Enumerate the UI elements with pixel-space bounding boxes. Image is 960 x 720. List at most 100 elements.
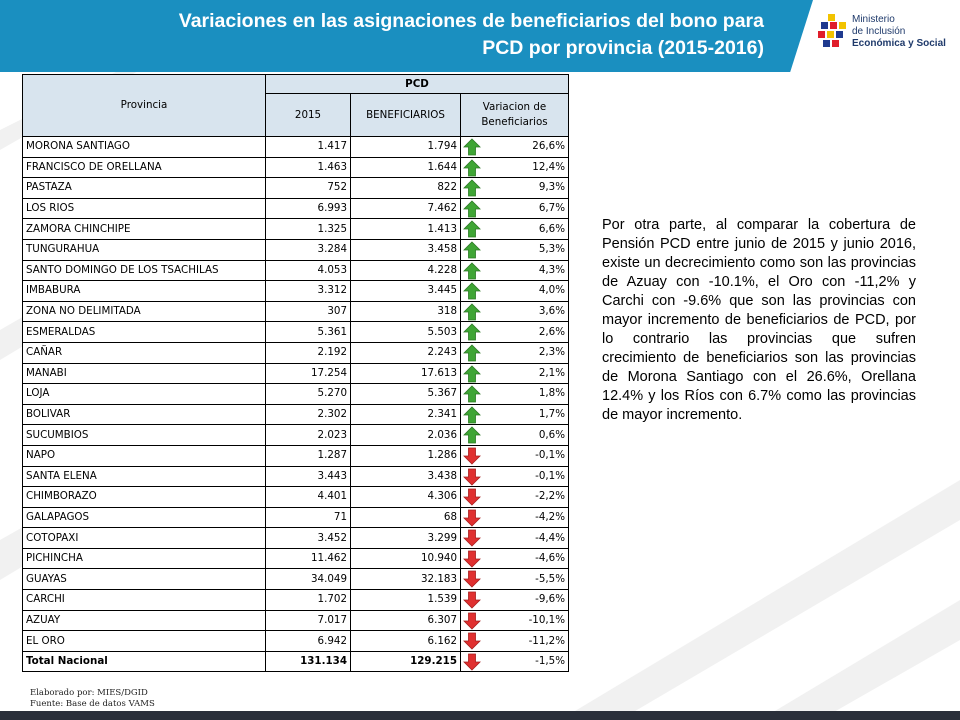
variacion-value: -4,4% (535, 531, 565, 544)
cell-variacion: -11,2% (460, 630, 569, 652)
table-body: MORONA SANTIAGO 1.417 1.794 26,6% FRANCISCO … (22, 136, 569, 673)
cell-beneficiarios: 7.462 (350, 197, 461, 220)
cell-variacion: -2,2% (460, 486, 569, 508)
cell-2015: 2.302 (265, 403, 351, 426)
cell-provincia: ZONA NO DELIMITADA (22, 300, 266, 323)
cell-provincia: PICHINCHA (22, 547, 266, 570)
table-footnote: Elaborado por: MIES/DGID Fuente: Base de… (30, 688, 155, 710)
cell-variacion: 1,7% (460, 403, 569, 426)
arrow-up-icon (463, 138, 481, 156)
cell-2015: 3.452 (265, 527, 351, 549)
variacion-value: -9,6% (535, 593, 565, 606)
page-title-line1: Variaciones en las asignaciones de benef… (178, 10, 764, 32)
column-header-beneficiarios: BENEFICIARIOS (350, 93, 461, 137)
table-row: CHIMBORAZO 4.401 4.306 -2,2% (22, 486, 569, 508)
variacion-value: 6,6% (538, 222, 565, 235)
cell-2015: 3.284 (265, 238, 351, 261)
cell-beneficiarios: 2.341 (350, 403, 461, 426)
column-group-pcd: PCD (265, 74, 569, 94)
cell-variacion: 0,6% (460, 424, 569, 446)
cell-variacion: -4,2% (460, 506, 569, 529)
ministry-logo: Ministerio de Inclusión Económica y Soci… (818, 10, 958, 60)
table-row: TUNGURAHUA 3.284 3.458 5,3% (22, 238, 569, 261)
cell-beneficiarios: 822 (350, 177, 461, 199)
variacion-value: -0,1% (535, 469, 565, 482)
variacion-value: 1,8% (538, 387, 565, 400)
table-row: MANABI 17.254 17.613 2,1% (22, 362, 569, 385)
column-header-variacion-line2: Beneficiarios (481, 116, 548, 128)
table-row: LOJA 5.270 5.367 1,8% (22, 383, 569, 405)
arrow-up-icon (463, 344, 481, 362)
table-row: AZUAY 7.017 6.307 -10,1% (22, 609, 569, 632)
table-row: IMBABURA 3.312 3.445 4,0% (22, 280, 569, 302)
variacion-value: -0,1% (535, 449, 565, 462)
cell-beneficiarios: 17.613 (350, 362, 461, 385)
variacion-value: 2,1% (538, 366, 565, 379)
cell-beneficiarios: 2.036 (350, 424, 461, 446)
cell-beneficiarios: 3.299 (350, 527, 461, 549)
arrow-up-icon (463, 323, 481, 341)
cell-2015: 5.270 (265, 383, 351, 405)
cell-provincia: ESMERALDAS (22, 321, 266, 343)
cell-2015: 2.192 (265, 341, 351, 364)
arrow-down-icon (463, 447, 481, 465)
variacion-value: 4,0% (538, 284, 565, 297)
table-row: COTOPAXI 3.452 3.299 -4,4% (22, 527, 569, 549)
cell-variacion: 9,3% (460, 177, 569, 199)
table-row: ZAMORA CHINCHIPE 1.325 1.413 6,6% (22, 218, 569, 240)
cell-beneficiarios: 1.794 (350, 136, 461, 158)
cell-2015: 1.417 (265, 136, 351, 158)
arrow-down-icon (463, 550, 481, 568)
arrow-up-icon (463, 179, 481, 197)
cell-variacion: -9,6% (460, 589, 569, 611)
footnote-elaborado: Elaborado por: MIES/DGID (30, 688, 148, 698)
variacion-value: -4,2% (535, 510, 565, 523)
cell-2015: 6.993 (265, 197, 351, 220)
variacion-value: 12,4% (532, 160, 565, 173)
arrow-down-icon (463, 632, 481, 650)
cell-beneficiarios: 3.445 (350, 280, 461, 302)
cell-2015: 11.462 (265, 547, 351, 570)
cell-provincia: MANABI (22, 362, 266, 385)
column-header-provincia: Provincia (22, 74, 266, 137)
cell-variacion: -0,1% (460, 444, 569, 467)
cell-2015: 131.134 (265, 650, 351, 673)
table-row: NAPO 1.287 1.286 -0,1% (22, 444, 569, 467)
arrow-up-icon (463, 159, 481, 176)
column-header-variacion: Variacion de Beneficiarios (460, 93, 569, 137)
table-row: LOS RIOS 6.993 7.462 6,7% (22, 197, 569, 220)
cell-variacion: 2,6% (460, 321, 569, 343)
table-row: SUCUMBIOS 2.023 2.036 0,6% (22, 424, 569, 446)
arrow-down-icon (463, 488, 481, 506)
cell-variacion: 3,6% (460, 300, 569, 323)
table-row: MORONA SANTIAGO 1.417 1.794 26,6% (22, 136, 569, 158)
column-header-variacion-line1: Variacion de (482, 101, 547, 113)
arrow-up-icon (463, 426, 481, 444)
cell-beneficiarios: 5.503 (350, 321, 461, 343)
arrow-down-icon (463, 591, 481, 609)
cell-variacion: 2,3% (460, 341, 569, 364)
cell-2015: 3.312 (265, 280, 351, 302)
variacion-value: 26,6% (532, 140, 565, 153)
cell-provincia: FRANCISCO DE ORELLANA (22, 156, 266, 179)
cell-beneficiarios: 3.458 (350, 238, 461, 261)
cell-beneficiarios: 1.413 (350, 218, 461, 240)
page-title: Variaciones en las asignaciones de benef… (24, 8, 764, 62)
variacion-value: -10,1% (528, 613, 565, 626)
column-header-2015: 2015 (265, 93, 351, 137)
beneficiaries-table: Provincia PCD 2015 BENEFICIARIOS Variaci… (22, 74, 569, 673)
cell-2015: 6.942 (265, 630, 351, 652)
variacion-value: 2,3% (538, 346, 565, 359)
cell-beneficiarios: 5.367 (350, 383, 461, 405)
cell-provincia: IMBABURA (22, 280, 266, 302)
arrow-down-icon (463, 571, 481, 589)
cell-beneficiarios: 1.539 (350, 589, 461, 611)
cell-2015: 5.361 (265, 321, 351, 343)
arrow-down-icon (463, 509, 481, 527)
variacion-value: 6,7% (538, 202, 565, 215)
cell-beneficiarios: 129.215 (350, 650, 461, 673)
variacion-value: -5,5% (535, 572, 565, 585)
cell-variacion: 6,6% (460, 218, 569, 240)
cell-variacion: 2,1% (460, 362, 569, 385)
arrow-up-icon (463, 364, 481, 382)
